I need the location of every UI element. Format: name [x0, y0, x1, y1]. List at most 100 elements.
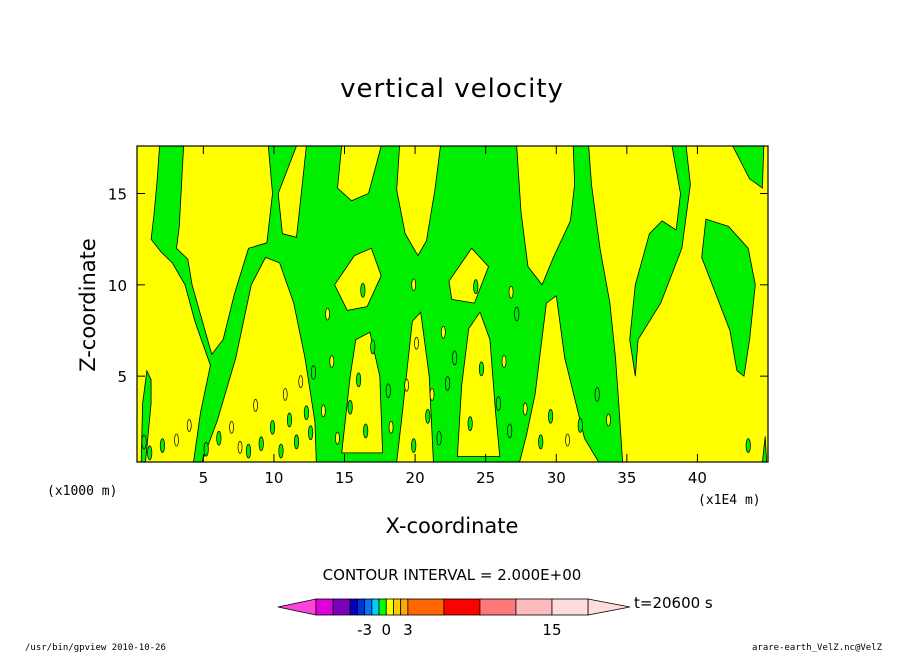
- x-unit-right: (x1E4 m): [698, 493, 761, 508]
- negative-speck-4: [245, 443, 252, 459]
- footer-right: arare-earth_VelZ.nc@VelZ: [752, 643, 883, 653]
- negative-speck-13: [356, 372, 362, 388]
- colorbar-label-1: 0: [381, 621, 391, 639]
- negative-speck-20: [445, 376, 451, 391]
- negative-speck-15: [370, 339, 376, 355]
- colorbar-right-arrow: [587, 598, 631, 616]
- colorbar-level-13: [515, 598, 553, 616]
- x-unit-left: (x1000 m): [47, 484, 118, 499]
- negative-speck-5: [258, 436, 264, 452]
- negative-speck-14: [363, 423, 369, 439]
- x-tick-label-3: 20: [406, 469, 425, 487]
- positive-speck-1: [186, 419, 192, 432]
- contour-field: [137, 146, 768, 462]
- negative-speck-21: [452, 350, 458, 366]
- positive-speck-15: [501, 355, 507, 368]
- positive-speck-17: [565, 433, 570, 447]
- x-tick-label-7: 40: [688, 469, 707, 487]
- negative-region-1: [629, 146, 691, 377]
- x-tick-label-2: 15: [335, 469, 354, 487]
- colorbar-level-2: [349, 598, 358, 616]
- negative-speck-22: [467, 416, 473, 431]
- colorbar-level-9: [400, 598, 409, 616]
- negative-speck-23: [478, 361, 484, 377]
- negative-speck-25: [507, 423, 513, 439]
- negative-speck-17: [411, 438, 417, 453]
- colorbar-level-7: [385, 598, 394, 616]
- positive-speck-9: [335, 431, 340, 445]
- x-tick-label-1: 10: [264, 469, 283, 487]
- negative-speck-6: [269, 419, 276, 435]
- negative-speck-12: [347, 399, 353, 415]
- plot-frame: [136, 145, 769, 463]
- negative-speck-8: [286, 412, 293, 428]
- colorbar-label-3: 15: [542, 621, 561, 639]
- positive-speck-5: [282, 388, 288, 401]
- positive-speck-18: [606, 413, 611, 427]
- positive-island-3: [448, 247, 489, 304]
- time-label: t=20600 s: [634, 594, 713, 612]
- negative-speck-2: [203, 441, 209, 457]
- colorbar-level-10: [407, 598, 445, 616]
- positive-speck-4: [253, 399, 258, 412]
- negative-speck-32: [141, 434, 147, 450]
- negative-speck-27: [538, 434, 544, 450]
- negative-speck-34: [360, 282, 366, 298]
- contour-interval-label: CONTOUR INTERVAL = 2.000E+00: [322, 566, 582, 584]
- positive-island-0: [341, 331, 384, 454]
- negative-speck-29: [577, 418, 583, 433]
- negative-speck-7: [278, 443, 284, 459]
- colorbar-level-5: [371, 598, 380, 616]
- positive-speck-11: [404, 378, 409, 392]
- negative-speck-26: [514, 306, 520, 322]
- negative-speck-9: [293, 434, 300, 450]
- y-tick-label-2: 15: [108, 185, 127, 203]
- x-tick-label-5: 30: [547, 469, 566, 487]
- negative-speck-0: [147, 445, 153, 461]
- colorbar-level-8: [393, 598, 402, 616]
- x-axis-label: X-coordinate: [385, 514, 519, 538]
- colorbar-level-0: [315, 598, 334, 616]
- colorbar-level-3: [357, 598, 366, 616]
- colorbar-label-0: -3: [357, 621, 372, 639]
- y-tick-label-0: 5: [117, 368, 127, 386]
- negative-region-2: [701, 218, 756, 377]
- colorbar-left-arrow: [277, 598, 317, 616]
- colorbar-level-4: [364, 598, 373, 616]
- y-axis-label: Z-coordinate: [76, 238, 100, 372]
- colorbar-level-1: [332, 598, 351, 616]
- footer-left: /usr/bin/gpview 2010-10-26: [25, 643, 166, 653]
- x-tick-label-6: 35: [617, 469, 636, 487]
- positive-speck-6: [298, 375, 304, 388]
- positive-speck-21: [508, 285, 514, 299]
- positive-speck-10: [388, 420, 394, 434]
- negative-speck-28: [548, 408, 554, 424]
- negative-speck-16: [385, 383, 391, 399]
- y-tick-label-1: 10: [108, 277, 127, 295]
- positive-speck-8: [329, 355, 335, 368]
- chart-title: vertical velocity: [340, 74, 564, 104]
- positive-speck-0: [174, 433, 179, 447]
- negative-speck-3: [216, 430, 222, 446]
- colorbar-level-12: [479, 598, 517, 616]
- negative-speck-18: [425, 408, 431, 424]
- negative-speck-19: [436, 430, 442, 446]
- negative-region-3: [732, 146, 765, 189]
- positive-speck-12: [414, 336, 419, 350]
- positive-speck-13: [429, 388, 435, 401]
- negative-speck-11: [308, 425, 314, 441]
- negative-speck-30: [594, 387, 600, 402]
- positive-speck-7: [320, 404, 326, 418]
- positive-speck-3: [237, 441, 243, 454]
- negative-speck-24: [495, 396, 501, 411]
- negative-speck-31: [745, 438, 751, 453]
- colorbar-level-11: [443, 598, 481, 616]
- negative-region-0: [150, 146, 624, 462]
- colorbar-label-2: 3: [403, 621, 413, 639]
- negative-speck-33: [310, 365, 317, 380]
- positive-speck-2: [229, 420, 234, 434]
- negative-region-5: [761, 436, 768, 462]
- colorbar-level-14: [551, 598, 589, 616]
- negative-speck-1: [159, 438, 165, 453]
